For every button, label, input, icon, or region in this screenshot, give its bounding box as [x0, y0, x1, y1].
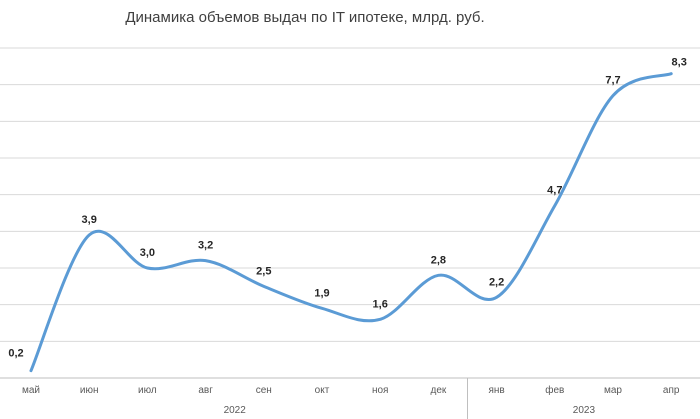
data-point-11: [669, 72, 673, 76]
data-point-8: [495, 295, 499, 299]
x-tick-label-1: июн: [80, 385, 99, 396]
year-label-2023: 2023: [573, 405, 596, 416]
x-tick-label-9: фев: [545, 384, 564, 396]
data-label-3: 3,2: [198, 240, 213, 252]
x-tick-label-11: апр: [663, 385, 680, 396]
x-tick-label-7: дек: [431, 385, 447, 396]
data-label-10: 7,7: [605, 75, 620, 87]
data-point-3: [204, 259, 208, 263]
series-layer: [29, 72, 673, 373]
data-point-5: [320, 306, 324, 310]
data-label-6: 1,6: [373, 298, 388, 310]
data-point-10: [611, 94, 615, 98]
data-label-8: 2,2: [489, 276, 504, 288]
x-tick-label-5: окт: [315, 385, 330, 396]
data-label-2: 3,0: [140, 247, 155, 259]
x-tick-label-2: июл: [138, 385, 157, 396]
data-label-0: 0,2: [8, 348, 23, 360]
series-line: [29, 72, 673, 373]
data-label-4: 2,5: [256, 265, 271, 277]
data-label-1: 3,9: [82, 214, 97, 226]
data-label-layer: 0,2 3,9 3,0 3,2 2,5 1,9 1,6 2,8 2,2 4,7 7,7 8,3: [8, 57, 686, 360]
grid-layer: [0, 47, 700, 342]
data-point-2: [145, 266, 149, 270]
year-label-2022: 2022: [224, 405, 247, 416]
x-tick-label-4: сен: [256, 385, 272, 396]
axis-layer: май июн июл авг сен окт ноя дек янв фев мар апр 2022…: [0, 377, 700, 419]
data-point-7: [436, 273, 440, 277]
data-point-0: [29, 369, 33, 373]
x-tick-label-10: мар: [604, 385, 622, 396]
x-tick-label-0: май: [22, 385, 40, 396]
data-point-4: [262, 284, 266, 288]
data-label-9: 4,7: [547, 185, 562, 197]
x-tick-label-6: ноя: [372, 385, 389, 396]
chart-title: Динамика объемов выдач по IT ипотеке, мл…: [125, 9, 485, 26]
x-tick-label-8: янв: [488, 385, 504, 396]
x-tick-label-3: авг: [198, 385, 213, 396]
data-label-5: 1,9: [314, 287, 329, 299]
data-point-6: [378, 317, 382, 321]
data-label-7: 2,8: [431, 254, 446, 266]
data-point-9: [553, 204, 557, 208]
data-label-11: 8,3: [672, 57, 687, 69]
data-point-1: [87, 233, 91, 237]
